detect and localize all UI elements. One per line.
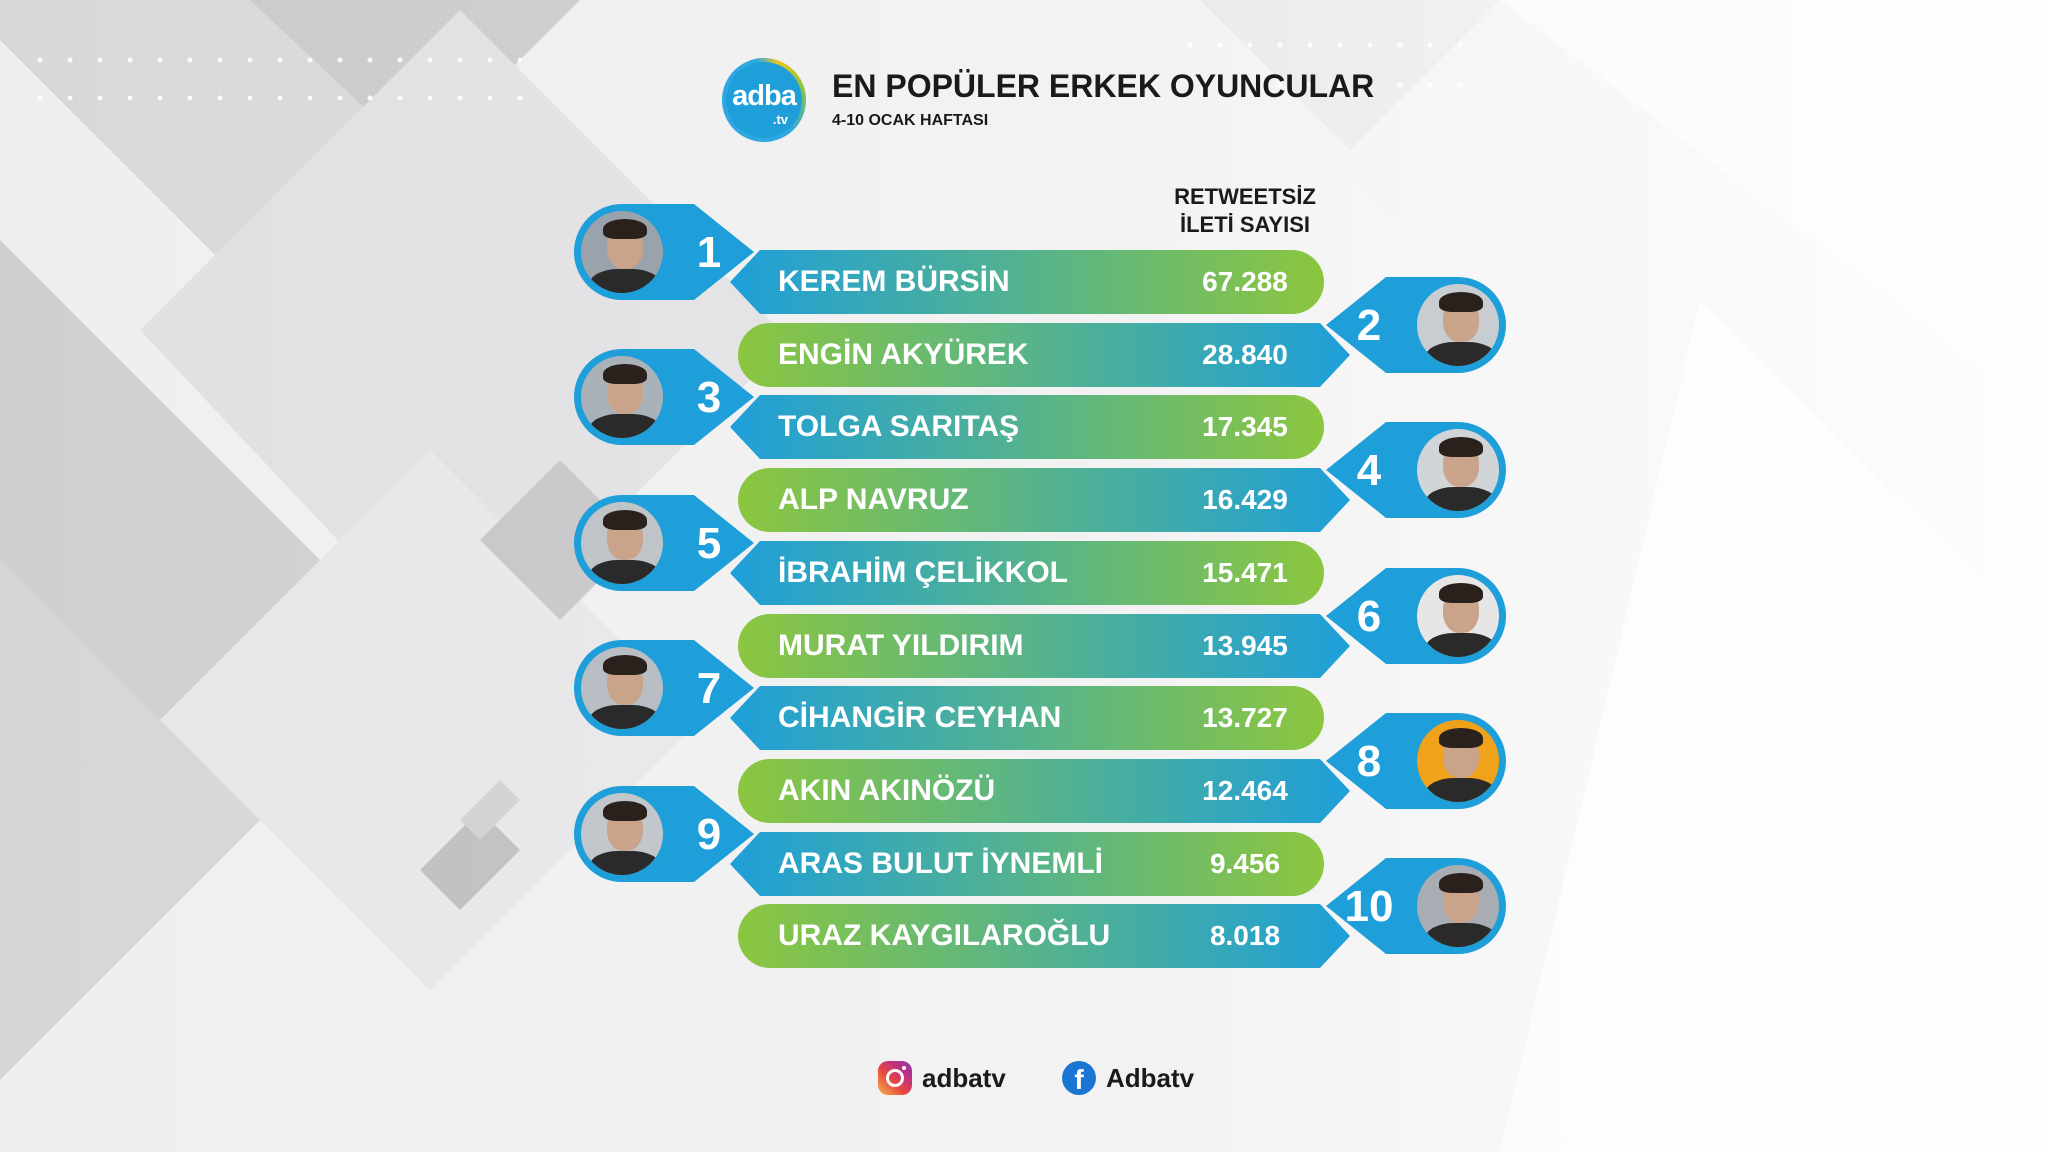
actor-name: ALP NAVRUZ: [778, 483, 969, 516]
ranking-bar: [730, 541, 1350, 605]
rank-badge: 5: [574, 495, 774, 591]
actor-name: ARAS BULUT İYNEMLİ: [778, 847, 1103, 880]
table-row: MURAT YILDIRIM 13.945 6: [0, 568, 2048, 684]
table-row: ARAS BULUT İYNEMLİ 9.456 9: [0, 786, 2048, 902]
table-row: ENGİN AKYÜREK 28.840 2: [0, 277, 2048, 393]
instagram-icon[interactable]: [878, 1061, 912, 1095]
value-header-line-1: RETWEETSİZ: [1174, 184, 1316, 209]
actor-name: KEREM BÜRSİN: [778, 265, 1010, 298]
ranking-bar: [730, 250, 1350, 314]
rank-badge: 9: [574, 786, 774, 882]
post-count: 17.345: [1202, 411, 1288, 442]
actor-name: ENGİN AKYÜREK: [778, 338, 1029, 371]
ranking-bar: [730, 323, 1350, 387]
rank-badge: 2: [1306, 277, 1506, 373]
actor-photo: [1414, 862, 1502, 950]
facebook-handle[interactable]: Adbatv: [1106, 1063, 1195, 1093]
rank-number: 2: [1356, 301, 1382, 350]
facebook-icon[interactable]: f: [1062, 1061, 1096, 1095]
ranking-bar: [730, 904, 1350, 968]
adba-logo: adba .tv: [722, 58, 806, 142]
ranking-bar: [730, 832, 1350, 896]
post-count: 13.945: [1202, 630, 1288, 661]
table-row: KEREM BÜRSİN 67.288 1: [0, 204, 2048, 320]
value-header-line-2: İLETİ SAYISI: [1179, 212, 1310, 237]
actor-name: CİHANGİR CEYHAN: [778, 701, 1062, 734]
rank-number: 9: [696, 810, 722, 859]
post-count: 28.840: [1202, 339, 1288, 370]
post-count: 9.456: [1209, 848, 1281, 879]
actor-name: MURAT YILDIRIM: [778, 629, 1024, 662]
actor-name: TOLGA SARITAŞ: [778, 410, 1020, 443]
rank-number: 8: [1356, 737, 1382, 786]
table-row: İBRAHİM ÇELİKKOL 15.471 5: [0, 495, 2048, 611]
actor-name: AKIN AKINÖZÜ: [778, 774, 996, 807]
post-count: 13.727: [1202, 702, 1288, 733]
logo-suffix: .tv: [772, 112, 788, 127]
rank-number: 1: [696, 228, 722, 277]
rank-number: 7: [696, 664, 722, 713]
actor-photo: [578, 208, 666, 296]
ranking-bar: [730, 395, 1350, 459]
instagram-handle[interactable]: adbatv: [922, 1063, 1006, 1093]
rank-number: 6: [1356, 592, 1382, 641]
ranking-bar: [730, 614, 1350, 678]
post-count: 67.288: [1202, 266, 1288, 297]
ranking-bar: [730, 686, 1350, 750]
post-count: 12.464: [1202, 775, 1288, 806]
page-title: EN POPÜLER ERKEK OYUNCULAR: [832, 68, 1375, 104]
actor-photo: [1414, 281, 1502, 369]
actor-photo: [578, 790, 666, 878]
actor-photo: [1414, 572, 1502, 660]
post-count: 15.471: [1202, 557, 1288, 588]
ranking-bar: [730, 759, 1350, 823]
rank-badge: 7: [574, 640, 774, 736]
table-row: AKIN AKINÖZÜ 12.464 8: [0, 713, 2048, 829]
logo-text: adba: [732, 80, 797, 112]
rank-number: 10: [1344, 882, 1394, 931]
page-subtitle: 4-10 OCAK HAFTASI: [832, 112, 989, 129]
table-row: TOLGA SARITAŞ 17.345 3: [0, 349, 2048, 465]
table-row: CİHANGİR CEYHAN 13.727 7: [0, 640, 2048, 756]
rank-badge: 6: [1306, 568, 1506, 664]
actor-photo: [578, 353, 666, 441]
rank-badge: 3: [574, 349, 774, 445]
rank-number: 3: [696, 373, 722, 422]
rank-badge: 4: [1306, 422, 1506, 518]
rank-badge: 10: [1306, 858, 1506, 954]
actor-photo: [578, 499, 666, 587]
rank-number: 4: [1356, 446, 1382, 495]
actor-name: URAZ KAYGILAROĞLU: [778, 919, 1111, 952]
actor-name: İBRAHİM ÇELİKKOL: [778, 556, 1068, 589]
value-column-header: RETWEETSİZ İLETİ SAYISI: [1135, 183, 1355, 239]
post-count: 16.429: [1202, 484, 1288, 515]
table-row: ALP NAVRUZ 16.429 4: [0, 422, 2048, 538]
actor-photo: [1414, 717, 1502, 805]
rank-badge: 8: [1306, 713, 1506, 809]
rank-number: 5: [696, 519, 722, 568]
post-count: 8.018: [1209, 920, 1281, 951]
actor-photo: [1414, 426, 1502, 514]
actor-photo: [578, 644, 666, 732]
rank-badge: 1: [574, 204, 774, 300]
table-row: URAZ KAYGILAROĞLU 8.018 10: [0, 858, 2048, 974]
ranking-bar: [730, 468, 1350, 532]
